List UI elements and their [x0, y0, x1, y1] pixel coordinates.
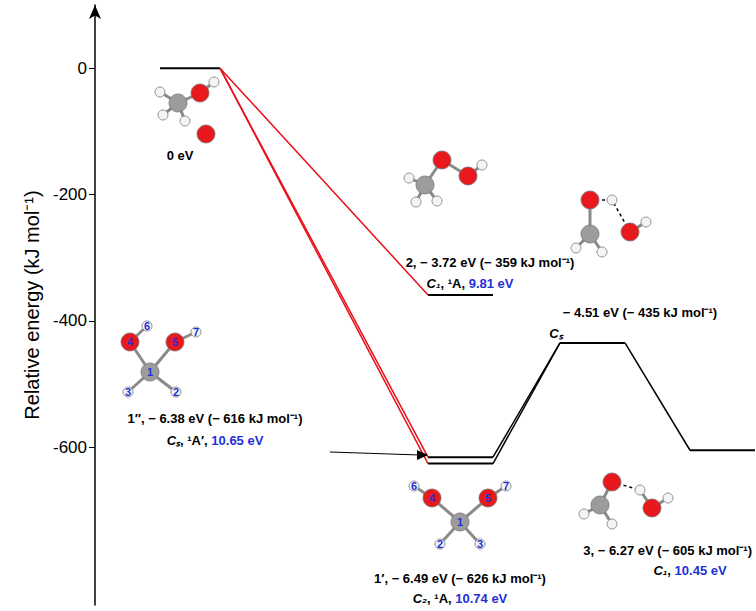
svg-text:10.45 eV: 10.45 eV [675, 563, 727, 578]
svg-text:6: 6 [411, 480, 417, 492]
svg-text:10.65 eV: 10.65 eV [211, 433, 263, 448]
svg-text:7: 7 [193, 326, 199, 338]
svg-text:7: 7 [503, 480, 509, 492]
svg-text:-200: -200 [53, 185, 87, 204]
svg-text:2: 2 [173, 386, 179, 398]
svg-text:0: 0 [78, 59, 87, 78]
svg-text:2, − 3.72 eV (− 359 kJ mol⁻¹): 2, − 3.72 eV (− 359 kJ mol⁻¹) [406, 255, 575, 270]
svg-text:− 4.51 eV (− 435 kJ mol⁻¹): − 4.51 eV (− 435 kJ mol⁻¹) [563, 305, 717, 320]
svg-text:Cₛ: Cₛ [549, 326, 563, 341]
svg-text:3, − 6.27 eV (− 605 kJ mol⁻¹): 3, − 6.27 eV (− 605 kJ mol⁻¹) [583, 543, 752, 558]
svg-text:C₂: C₂ [413, 591, 427, 606]
svg-text:, ¹A,: , ¹A, [440, 276, 468, 291]
svg-text:, ¹A′,: , ¹A′, [180, 433, 211, 448]
svg-text:C₁: C₁ [427, 276, 441, 291]
svg-text:-400: -400 [53, 311, 87, 330]
svg-text:4: 4 [429, 492, 436, 504]
svg-text:2: 2 [437, 538, 443, 550]
svg-text:1: 1 [147, 366, 153, 378]
svg-text:1: 1 [457, 516, 463, 528]
svg-text:, ¹A,: , ¹A, [427, 591, 455, 606]
svg-text:3: 3 [477, 538, 483, 550]
svg-text:9.81 eV: 9.81 eV [469, 276, 514, 291]
svg-text:Relative energy (kJ mol⁻¹): Relative energy (kJ mol⁻¹) [21, 190, 43, 419]
svg-text:-600: -600 [53, 438, 87, 457]
svg-text:4: 4 [127, 336, 134, 348]
svg-text:1″, − 6.38 eV (− 616 kJ mol⁻¹): 1″, − 6.38 eV (− 616 kJ mol⁻¹) [128, 411, 303, 426]
svg-text:C₁: C₁ [653, 563, 667, 578]
svg-text:1′, − 6.49 eV (− 626 kJ mol⁻¹): 1′, − 6.49 eV (− 626 kJ mol⁻¹) [374, 571, 546, 586]
svg-text:3: 3 [125, 386, 131, 398]
svg-text:10.74 eV: 10.74 eV [455, 591, 507, 606]
svg-text:5: 5 [172, 336, 178, 348]
svg-text:Cₛ: Cₛ [167, 433, 181, 448]
svg-text:0 eV: 0 eV [167, 148, 194, 163]
svg-text:5: 5 [485, 492, 491, 504]
svg-text:,: , [667, 563, 674, 578]
svg-text:6: 6 [144, 320, 150, 332]
